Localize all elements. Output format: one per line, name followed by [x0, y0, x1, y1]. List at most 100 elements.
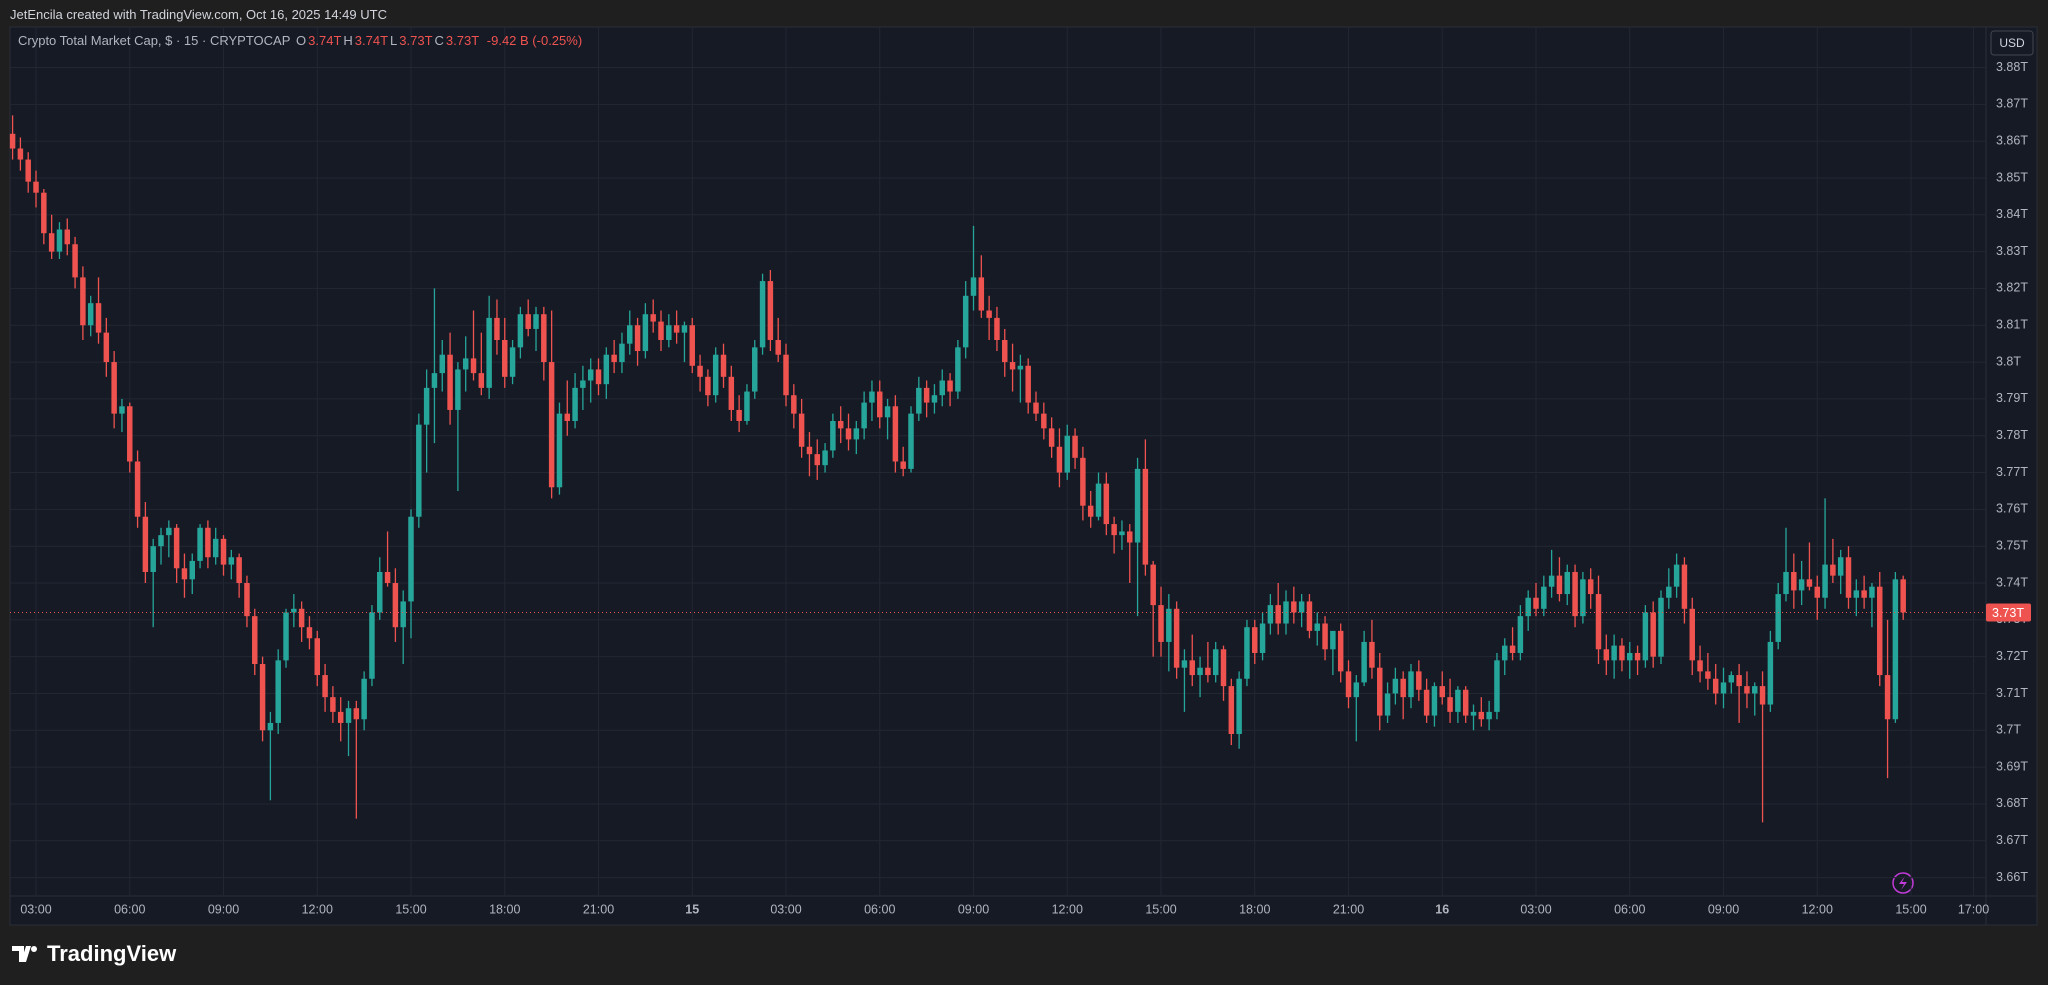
- candle-body: [369, 612, 375, 679]
- candle-body: [291, 608, 297, 613]
- candle-body: [1752, 686, 1758, 694]
- x-tick-label: 12:00: [1802, 902, 1833, 916]
- ohlc-key: L: [390, 33, 398, 48]
- x-tick-label: 21:00: [583, 902, 614, 916]
- candle-body: [1791, 571, 1797, 591]
- candle-body: [1462, 689, 1469, 716]
- candle-body: [470, 358, 477, 374]
- candle-body: [173, 527, 180, 569]
- candle-body: [1298, 601, 1305, 613]
- alert-icon[interactable]: [1892, 872, 1914, 894]
- candle-body: [1322, 623, 1328, 650]
- candle-body: [33, 181, 39, 193]
- candle-body: [1197, 667, 1203, 676]
- candle-body: [1548, 575, 1555, 587]
- y-tick-label: 3.87T: [1996, 97, 2028, 111]
- y-tick-label: 3.68T: [1996, 796, 2028, 810]
- candle-body: [509, 347, 516, 377]
- candle-body: [87, 303, 94, 326]
- y-tick-label: 3.7T: [1996, 723, 2021, 737]
- top-bar: [0, 0, 2048, 27]
- candle-body: [1048, 428, 1055, 447]
- candle-body: [1853, 590, 1860, 598]
- candle-body: [1603, 649, 1610, 661]
- candle-body: [1439, 686, 1445, 698]
- candle-body: [1861, 590, 1867, 598]
- candle-body: [181, 568, 188, 580]
- candle-body: [1041, 413, 1047, 429]
- y-tick-label: 3.88T: [1996, 60, 2028, 74]
- candle-body: [1720, 682, 1727, 694]
- candle-body: [642, 314, 649, 352]
- candle-body: [650, 314, 656, 322]
- ohlc-values: O 3.74T H 3.74T L 3.73T C 3.73T: [296, 33, 481, 48]
- candle-body: [923, 387, 930, 403]
- alert-bolt: [1899, 876, 1907, 890]
- candle-body: [619, 343, 625, 363]
- candle-body: [658, 321, 664, 340]
- candle-body: [1806, 579, 1813, 587]
- candle-body: [1517, 616, 1524, 653]
- candle-body: [377, 571, 383, 613]
- chart-pane: [9, 26, 2038, 926]
- candle-body: [931, 395, 938, 403]
- candle-body: [541, 314, 547, 363]
- candle-body: [1541, 586, 1547, 609]
- candle-body: [1478, 711, 1485, 720]
- candle-body: [455, 369, 461, 410]
- candle-body: [103, 332, 110, 363]
- candle-body: [1486, 711, 1492, 720]
- candle-body: [611, 354, 617, 363]
- x-tick-label: 09:00: [1708, 902, 1739, 916]
- currency-button[interactable]: [1990, 30, 2034, 56]
- candle-body: [1744, 686, 1750, 694]
- candle-body: [220, 538, 227, 565]
- x-tick-label: 06:00: [1614, 902, 1645, 916]
- y-tick-label: 3.85T: [1996, 170, 2028, 184]
- candle-body: [986, 310, 992, 318]
- candle-body: [1658, 597, 1664, 657]
- candle-body: [806, 446, 813, 455]
- candle-body: [1416, 671, 1422, 690]
- candle-body: [345, 708, 352, 723]
- grid: [10, 27, 1986, 896]
- y-tick-label: 3.74T: [1996, 575, 2028, 589]
- candle-body: [1009, 362, 1016, 370]
- candle-body: [1455, 689, 1461, 712]
- candle-body: [1666, 586, 1672, 598]
- candle-body: [1275, 605, 1281, 624]
- candle-body: [1502, 645, 1508, 661]
- candle-body: [1689, 608, 1695, 661]
- candle-body: [955, 347, 961, 392]
- candle-body: [330, 697, 336, 712]
- candle-body: [1892, 579, 1899, 720]
- candle-body: [205, 527, 211, 558]
- candle-body: [408, 516, 414, 602]
- candle-body: [494, 317, 500, 340]
- candle-body: [1361, 641, 1367, 683]
- last-price-label: 3.73T: [1992, 606, 2024, 620]
- y-tick-label: 3.84T: [1996, 207, 2028, 221]
- candle-body: [56, 229, 63, 252]
- currency-label: USD: [1999, 36, 2025, 50]
- y-tick-label: 3.83T: [1996, 244, 2028, 258]
- candle-body: [1783, 571, 1789, 595]
- candle-body: [283, 612, 289, 661]
- candle-body: [259, 664, 266, 731]
- candle-body: [267, 722, 274, 731]
- candle-body: [728, 376, 735, 410]
- x-tick-label: 17:00: [1958, 902, 1989, 916]
- candle-body: [900, 461, 906, 469]
- x-tick-label: 03:00: [20, 902, 51, 916]
- candle-body: [462, 358, 469, 370]
- candle-body: [814, 454, 820, 466]
- candle-body: [1306, 601, 1313, 631]
- candle-body: [1252, 627, 1258, 653]
- candle-body: [587, 369, 594, 381]
- candle-body: [1533, 597, 1539, 609]
- candle-body: [1181, 660, 1188, 668]
- candle-body: [1705, 671, 1711, 679]
- candle-body: [1173, 608, 1180, 668]
- candle-body: [298, 608, 305, 628]
